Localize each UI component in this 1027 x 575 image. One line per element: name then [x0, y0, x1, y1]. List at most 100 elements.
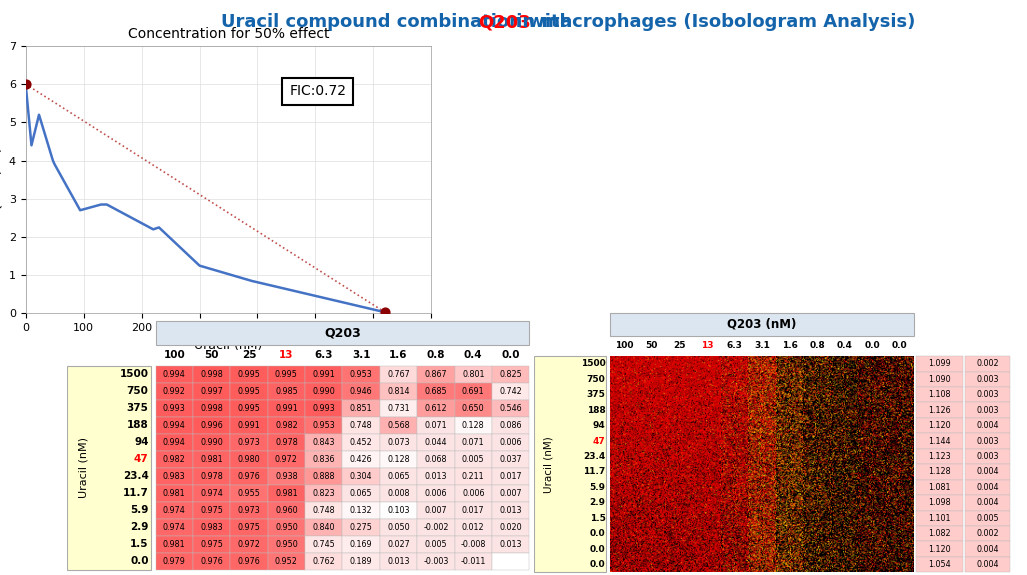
Text: 100: 100: [615, 342, 634, 351]
Bar: [342, 467, 380, 485]
Text: 0.003: 0.003: [977, 452, 999, 461]
Text: 375: 375: [586, 390, 606, 399]
Bar: [155, 366, 193, 383]
Text: 0.4: 0.4: [464, 350, 483, 360]
X-axis label: Uracil (nM): Uracil (nM): [194, 339, 263, 352]
Text: 188: 188: [586, 405, 606, 415]
Bar: [230, 366, 268, 383]
Text: 0.027: 0.027: [387, 540, 410, 549]
Text: 0.189: 0.189: [350, 557, 373, 566]
Bar: [455, 383, 492, 400]
Text: 0.745: 0.745: [312, 540, 335, 549]
Text: 0.767: 0.767: [387, 370, 410, 379]
Text: 94: 94: [135, 437, 149, 447]
Text: 0.953: 0.953: [312, 421, 335, 430]
Bar: [305, 553, 342, 570]
Text: 0.8: 0.8: [809, 342, 825, 351]
Text: 0.976: 0.976: [237, 557, 261, 566]
Text: 1.099: 1.099: [927, 359, 951, 369]
Text: 0.972: 0.972: [237, 540, 261, 549]
Text: 0.994: 0.994: [163, 370, 186, 379]
Text: 0.017: 0.017: [499, 472, 522, 481]
Bar: [193, 434, 230, 451]
Bar: [155, 485, 193, 502]
Bar: [193, 400, 230, 417]
Bar: [417, 553, 455, 570]
Text: 0.836: 0.836: [312, 455, 335, 463]
Bar: [965, 356, 1010, 371]
Bar: [492, 553, 529, 570]
Text: 0.950: 0.950: [275, 523, 298, 532]
Bar: [380, 502, 417, 519]
Text: 0.950: 0.950: [275, 540, 298, 549]
Bar: [455, 467, 492, 485]
Text: 3.1: 3.1: [352, 350, 371, 360]
Text: 0.0: 0.0: [589, 560, 606, 569]
Text: 0.998: 0.998: [200, 404, 223, 413]
Text: 0.851: 0.851: [350, 404, 373, 413]
Text: 1500: 1500: [581, 359, 606, 369]
Text: 0.020: 0.020: [499, 523, 522, 532]
Bar: [965, 526, 1010, 542]
Bar: [380, 451, 417, 467]
Text: 0.065: 0.065: [350, 489, 373, 498]
Text: 50: 50: [204, 350, 219, 360]
Bar: [305, 434, 342, 451]
Text: 0.985: 0.985: [275, 387, 298, 396]
Text: 0.731: 0.731: [387, 404, 410, 413]
Text: 375: 375: [126, 403, 149, 413]
Bar: [380, 485, 417, 502]
Bar: [916, 448, 963, 464]
Bar: [417, 467, 455, 485]
Text: 0.132: 0.132: [350, 506, 373, 515]
Bar: [268, 536, 305, 553]
Text: 6.3: 6.3: [314, 350, 333, 360]
Text: 5.9: 5.9: [130, 505, 149, 515]
Bar: [380, 417, 417, 434]
Text: 0.801: 0.801: [462, 370, 485, 379]
Bar: [342, 451, 380, 467]
Bar: [230, 485, 268, 502]
Text: 2.9: 2.9: [589, 499, 606, 507]
Bar: [965, 495, 1010, 511]
Bar: [155, 451, 193, 467]
Bar: [965, 511, 1010, 526]
Text: 1.090: 1.090: [928, 375, 951, 384]
Text: 0.974: 0.974: [200, 489, 223, 498]
Bar: [155, 502, 193, 519]
Text: 2.9: 2.9: [130, 522, 149, 532]
Bar: [155, 519, 193, 536]
Text: 0.073: 0.073: [387, 438, 410, 447]
Text: 0.013: 0.013: [499, 540, 522, 549]
Text: 23.4: 23.4: [122, 472, 149, 481]
Text: 0.004: 0.004: [977, 467, 999, 477]
Bar: [155, 434, 193, 451]
Text: 0.983: 0.983: [200, 523, 223, 532]
Bar: [193, 467, 230, 485]
Text: 188: 188: [126, 420, 149, 430]
Text: 13: 13: [700, 342, 713, 351]
Text: 0.991: 0.991: [312, 370, 335, 379]
Text: 0.979: 0.979: [163, 557, 186, 566]
Bar: [342, 502, 380, 519]
Bar: [155, 536, 193, 553]
Bar: [916, 557, 963, 572]
Text: 25: 25: [673, 342, 686, 351]
Text: 0.037: 0.037: [499, 455, 522, 463]
Text: 0.003: 0.003: [977, 375, 999, 384]
Text: Q203: Q203: [479, 13, 531, 31]
Bar: [965, 371, 1010, 387]
Text: 94: 94: [593, 421, 606, 430]
Bar: [268, 434, 305, 451]
Bar: [193, 519, 230, 536]
Text: 0.946: 0.946: [350, 387, 373, 396]
Text: 0.013: 0.013: [387, 557, 410, 566]
Bar: [268, 467, 305, 485]
Bar: [916, 511, 963, 526]
Text: 0.546: 0.546: [499, 404, 522, 413]
Text: 47: 47: [593, 436, 606, 446]
Text: 0.974: 0.974: [163, 523, 186, 532]
Bar: [380, 519, 417, 536]
Bar: [305, 519, 342, 536]
Text: 0.990: 0.990: [200, 438, 223, 447]
